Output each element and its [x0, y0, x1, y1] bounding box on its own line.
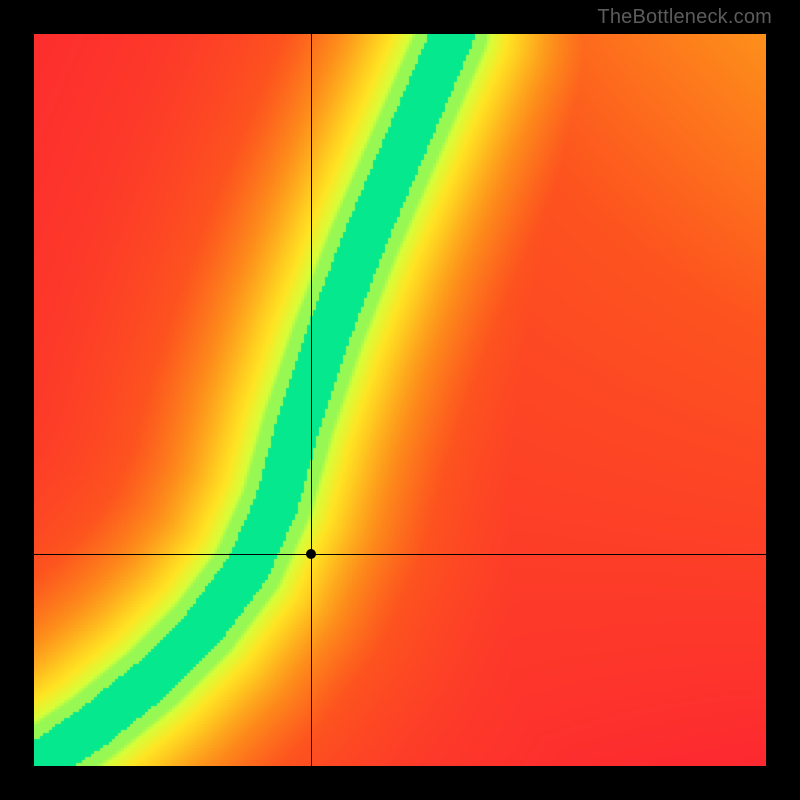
heatmap-canvas	[34, 34, 766, 766]
crosshair-horizontal	[34, 554, 766, 555]
watermark-text: TheBottleneck.com	[597, 6, 772, 29]
crosshair-marker	[306, 549, 316, 559]
heatmap-plot	[34, 34, 766, 766]
crosshair-vertical	[311, 34, 312, 766]
